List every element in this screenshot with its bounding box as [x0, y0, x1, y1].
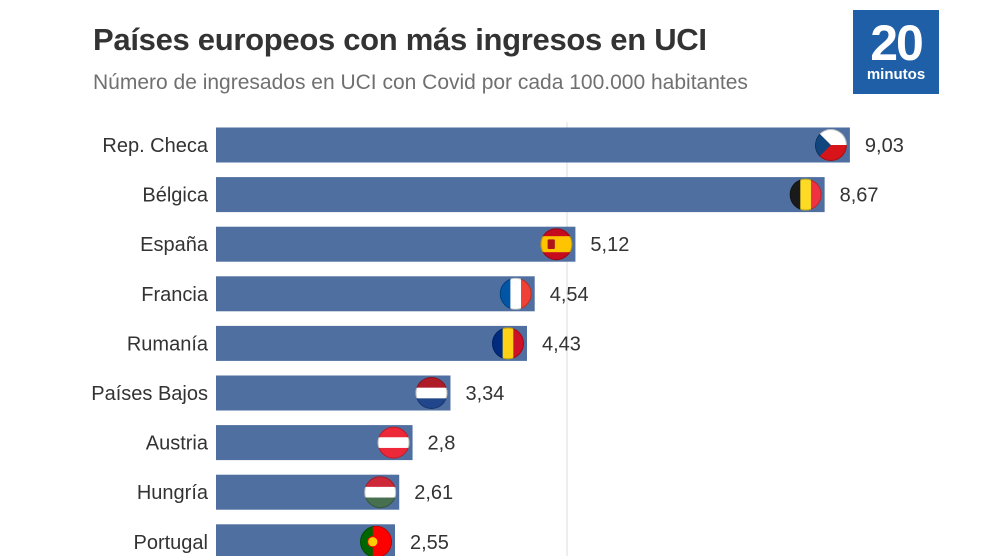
category-label: Austria: [146, 433, 209, 455]
category-label: Francia: [141, 284, 209, 306]
netherlands-flag: [415, 377, 448, 409]
bar[interactable]: [216, 127, 850, 163]
bar[interactable]: [216, 276, 535, 312]
logo-word: minutos: [866, 66, 926, 83]
czech-republic-flag: [814, 129, 847, 161]
value-label: 4,43: [542, 333, 581, 355]
value-label: 2,8: [428, 433, 456, 455]
value-label: 3,34: [465, 383, 504, 405]
france-flag: [499, 277, 532, 310]
value-label: 2,55: [410, 532, 449, 554]
category-label: Portugal: [134, 532, 209, 554]
category-label: Rumanía: [127, 333, 209, 355]
category-label: Bélgica: [142, 185, 208, 207]
category-label: Países Bajos: [91, 383, 208, 405]
bar[interactable]: [216, 177, 825, 213]
category-label: España: [140, 234, 209, 256]
value-label: 5,12: [590, 234, 629, 256]
hungary-flag: [364, 476, 397, 509]
logo-20minutos[interactable]: 20 minutos: [853, 10, 939, 94]
bar[interactable]: [216, 325, 527, 361]
value-label: 2,61: [414, 482, 453, 504]
bar[interactable]: [216, 226, 576, 262]
logo-number: 20: [870, 15, 924, 71]
category-label: Hungría: [137, 482, 209, 504]
portugal-flag: [360, 525, 393, 556]
spain-flag: [540, 228, 573, 261]
romania-flag: [491, 327, 524, 360]
value-label: 4,54: [550, 284, 589, 306]
belgium-flag: [789, 178, 822, 211]
austria-flag: [377, 426, 410, 459]
chart-subtitle: Número de ingresados en UCI con Covid po…: [93, 71, 748, 94]
chart-title: Países europeos con más ingresos en UCI: [93, 22, 707, 57]
value-label: 9,03: [865, 135, 904, 157]
category-label: Rep. Checa: [102, 135, 208, 157]
bar[interactable]: [216, 375, 451, 411]
value-label: 8,67: [840, 185, 879, 207]
